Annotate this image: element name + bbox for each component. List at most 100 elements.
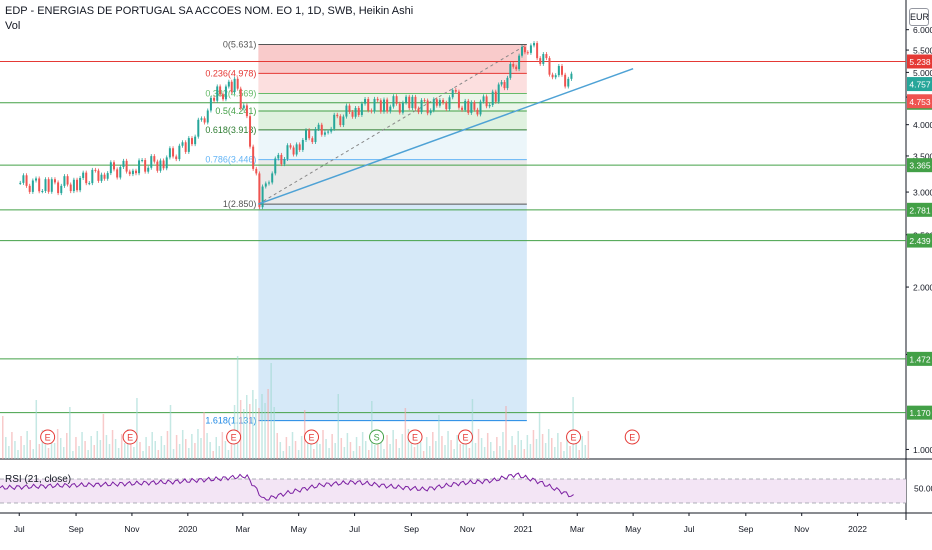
volume-bar bbox=[75, 437, 77, 459]
time-axis-tick-label: Nov bbox=[794, 524, 810, 534]
fib-zone-1 bbox=[258, 73, 527, 94]
price-axis-tag bbox=[907, 94, 932, 109]
candle-body bbox=[128, 171, 131, 175]
candle-body bbox=[175, 156, 178, 160]
volume-bar bbox=[310, 440, 312, 459]
volume-bar bbox=[578, 450, 580, 459]
price-axis-tag bbox=[907, 351, 932, 366]
volume-bar bbox=[239, 400, 242, 459]
candle-body bbox=[134, 170, 137, 174]
fib-zone-3 bbox=[258, 110, 527, 130]
volume-bar bbox=[398, 448, 400, 459]
time-axis-tick-label: Jul bbox=[349, 524, 360, 534]
volume-bar bbox=[508, 450, 510, 459]
price-axis-tag bbox=[907, 233, 932, 248]
candle-body bbox=[113, 162, 116, 170]
rsi-line bbox=[0, 472, 574, 501]
candle-body bbox=[529, 45, 532, 53]
candle-body bbox=[518, 55, 521, 70]
volume-bar bbox=[435, 441, 437, 459]
candle-body bbox=[401, 102, 404, 113]
volume-bar bbox=[154, 441, 156, 459]
volume-bar bbox=[352, 451, 355, 459]
volume-bar bbox=[383, 449, 385, 459]
volume-bar bbox=[307, 431, 309, 459]
candle-body bbox=[224, 86, 227, 100]
volume-bar bbox=[69, 407, 71, 459]
rsi-legend: RSI (21, close) bbox=[5, 474, 72, 485]
candle-body bbox=[31, 180, 34, 192]
candle-body bbox=[219, 86, 222, 95]
candle-body bbox=[414, 96, 417, 109]
volume-bar bbox=[246, 395, 248, 459]
volume-bar bbox=[587, 431, 590, 459]
candle-body bbox=[442, 100, 445, 103]
candle-body bbox=[159, 160, 162, 171]
candle-body bbox=[19, 182, 22, 184]
volume-bar bbox=[200, 438, 202, 459]
candle-body bbox=[389, 106, 392, 112]
price-axis-tick-label: 1.000 bbox=[913, 445, 932, 455]
fib-level-label: 0.618(3.913) bbox=[205, 125, 256, 135]
candle-body bbox=[203, 118, 206, 123]
candle-body bbox=[22, 175, 25, 183]
event-marker-icon bbox=[369, 429, 385, 445]
candle-body bbox=[267, 182, 270, 184]
fib-level-label: 0(5.631) bbox=[223, 40, 257, 50]
volume-bar bbox=[429, 446, 431, 459]
volume-bar bbox=[480, 438, 483, 459]
candle-body bbox=[178, 145, 181, 160]
volume-bar bbox=[483, 447, 486, 459]
price-axis-tag-label: 2.781 bbox=[909, 205, 931, 215]
event-marker-label: E bbox=[45, 433, 51, 443]
candle-body bbox=[382, 99, 385, 112]
candle-body bbox=[364, 98, 367, 104]
volume-bar bbox=[538, 413, 541, 459]
candle-body bbox=[420, 100, 423, 113]
volume-bar bbox=[267, 389, 269, 459]
volume-bar bbox=[432, 432, 434, 459]
volume-bar bbox=[172, 449, 175, 459]
time-axis-tick-label: Sep bbox=[404, 524, 419, 534]
volume-bar bbox=[313, 449, 315, 459]
volume-bar bbox=[334, 443, 336, 459]
volume-bar bbox=[532, 430, 535, 459]
candle-body bbox=[131, 170, 134, 175]
candle-body bbox=[327, 131, 330, 133]
volume-bar bbox=[502, 432, 504, 459]
candle-body bbox=[76, 179, 79, 191]
volume-bar bbox=[264, 403, 266, 459]
candle-body bbox=[360, 103, 363, 115]
candle-body bbox=[305, 130, 308, 140]
currency-button[interactable]: EUR bbox=[909, 8, 929, 26]
rsi-axis-label: 50.00 bbox=[914, 484, 932, 494]
volume-bar bbox=[285, 437, 288, 459]
candle-body bbox=[197, 119, 200, 137]
volume-bar bbox=[133, 447, 135, 459]
volume-bar bbox=[459, 444, 461, 459]
volume-bar bbox=[276, 433, 278, 459]
volume-bar bbox=[23, 445, 25, 459]
volume-bar bbox=[87, 450, 89, 459]
candle-body bbox=[209, 97, 212, 111]
candle-body bbox=[144, 160, 147, 172]
volume-bar bbox=[169, 405, 172, 459]
candle-body bbox=[187, 138, 190, 152]
event-marker-icon bbox=[457, 429, 473, 445]
candle-body bbox=[200, 118, 203, 120]
candle-body bbox=[60, 185, 63, 194]
candle-body bbox=[258, 173, 261, 208]
volume-bar bbox=[108, 444, 111, 459]
price-axis-tag-label: 4.757 bbox=[909, 80, 931, 90]
volume-bar bbox=[328, 448, 330, 459]
price-axis-tick-label: 3.500 bbox=[913, 151, 932, 161]
candle-body bbox=[554, 75, 557, 78]
volume-bar bbox=[386, 435, 388, 459]
candle-body bbox=[551, 74, 554, 78]
candle-body bbox=[308, 130, 311, 139]
volume-bar bbox=[566, 437, 568, 459]
candle-body bbox=[354, 107, 357, 117]
candle-body bbox=[44, 179, 47, 192]
volume-bar bbox=[279, 442, 282, 459]
